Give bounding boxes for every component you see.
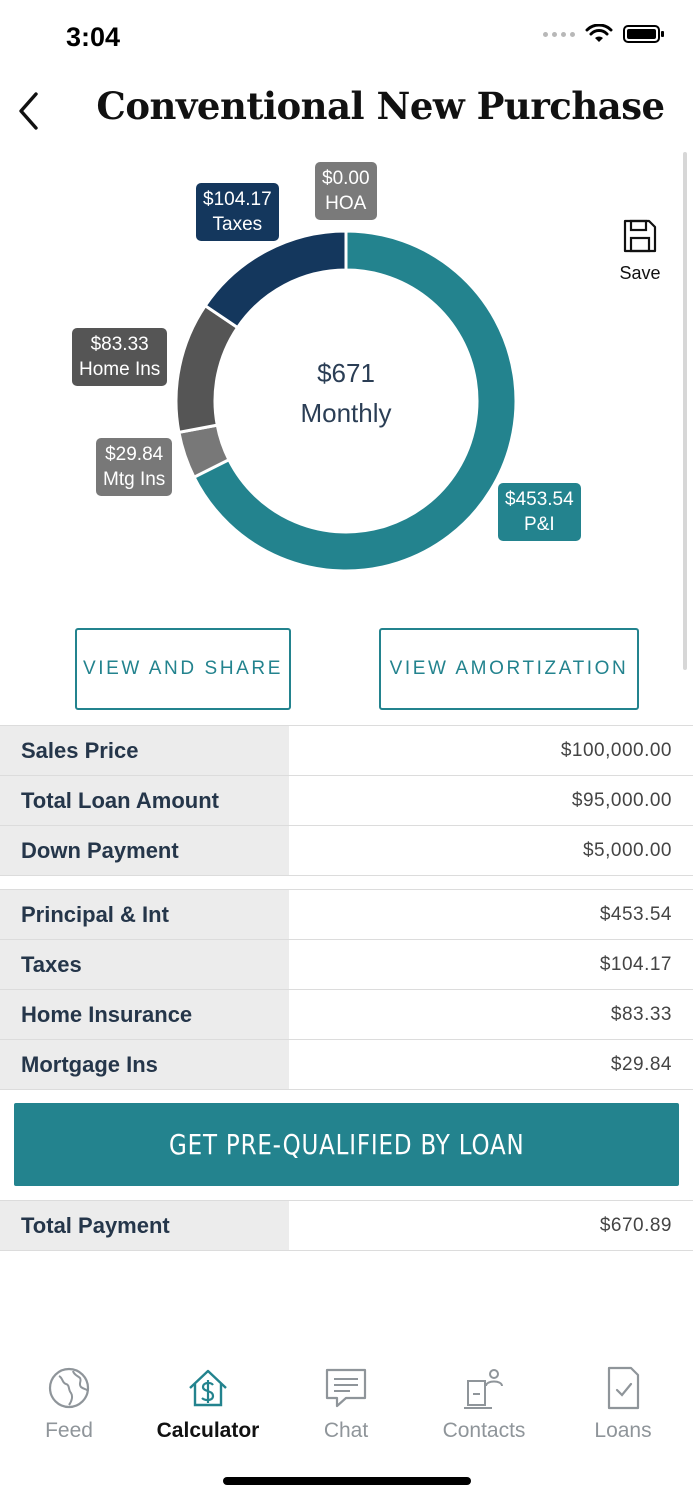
table-row: Sales Price $100,000.00 [0, 726, 693, 776]
table-row: Mortgage Ins $29.84 [0, 1040, 693, 1090]
total-payment-row: Total Payment $670.89 [0, 1201, 693, 1251]
slice-name: P&I [524, 514, 555, 535]
row-value: $104.17 [599, 953, 672, 975]
donut-center-amount: $671 [317, 358, 375, 388]
slice-amount: $0.00 [322, 168, 370, 189]
donut-slice-taxes [203, 229, 348, 330]
battery-icon [623, 25, 664, 43]
table-row: Home Insurance $83.33 [0, 990, 693, 1040]
divider [0, 725, 693, 726]
back-chevron-icon[interactable] [14, 88, 44, 134]
page-title: Conventional New Purchase [96, 84, 665, 128]
row-value: $670.89 [599, 1214, 672, 1236]
row-label: Down Payment [0, 826, 289, 875]
slice-label-taxes: $104.17 Taxes [196, 183, 279, 241]
row-label: Mortgage Ins [0, 1040, 289, 1089]
slice-amount: $453.54 [505, 489, 574, 510]
status-time: 3:04 [66, 22, 121, 52]
row-value: $83.33 [610, 1003, 672, 1025]
row-value: $29.84 [610, 1053, 672, 1075]
tab-label: Feed [45, 1419, 93, 1442]
table-row: Down Payment $5,000.00 [0, 826, 693, 876]
tab-label: Chat [323, 1419, 369, 1442]
document-check-icon [607, 1366, 640, 1410]
slice-label-mtg-ins: $29.84 Mtg Ins [96, 438, 173, 496]
slice-label-pi: $453.54 P&I [498, 483, 581, 541]
row-value: $100,000.00 [560, 739, 672, 761]
save-label: Save [619, 263, 661, 283]
table-row: Principal & Int $453.54 [0, 890, 693, 940]
signal-icon [543, 31, 575, 37]
slice-name: HOA [325, 193, 367, 214]
donut-slice-home-ins [174, 303, 240, 435]
scrollbar[interactable] [683, 152, 687, 670]
row-value: $453.54 [599, 903, 672, 925]
tab-label: Contacts [442, 1419, 526, 1442]
slice-name: Mtg Ins [103, 469, 166, 490]
tab-calculator[interactable]: Calculator [139, 1366, 277, 1443]
view-amortization-button[interactable]: VIEW AMORTIZATION [379, 628, 639, 710]
table-row: Taxes $104.17 [0, 940, 693, 990]
slice-name: Taxes [212, 214, 263, 235]
row-label: Sales Price [0, 726, 289, 775]
row-label: Total Payment [0, 1201, 289, 1250]
row-value: $5,000.00 [582, 839, 672, 861]
home-indicator[interactable] [223, 1477, 471, 1485]
floppy-disk-icon [623, 219, 657, 253]
slice-amount: $83.33 [90, 334, 149, 355]
divider [0, 889, 693, 890]
payment-donut-chart: $0.00 HOA $104.17 Taxes $83.33 Home Ins … [0, 140, 693, 610]
save-button[interactable]: Save [612, 218, 668, 284]
row-label: Principal & Int [0, 890, 289, 939]
tab-label: Calculator [156, 1419, 260, 1442]
tab-chat[interactable]: Chat [277, 1366, 415, 1443]
slice-label-hoa: $0.00 HOA [315, 162, 377, 220]
tab-label: Loans [594, 1419, 652, 1442]
view-and-share-button[interactable]: VIEW AND SHARE [75, 628, 291, 710]
get-pre-qualified-button[interactable]: GET PRE-QUALIFIED BY LOAN [14, 1103, 679, 1186]
globe-icon [48, 1367, 90, 1409]
status-icons [543, 24, 665, 44]
house-dollar-icon [189, 1369, 227, 1407]
table-row: Total Loan Amount $95,000.00 [0, 776, 693, 826]
row-label: Taxes [0, 940, 289, 989]
divider [0, 1200, 693, 1201]
row-label: Total Loan Amount [0, 776, 289, 825]
tab-contacts[interactable]: Contacts [415, 1366, 553, 1443]
slice-label-home-ins: $83.33 Home Ins [72, 328, 168, 386]
slice-amount: $104.17 [203, 189, 272, 210]
donut-slice-p-i [192, 229, 518, 573]
donut-center-label: Monthly [300, 398, 392, 428]
donut-svg [174, 229, 518, 573]
row-value: $95,000.00 [571, 789, 672, 811]
tab-loans[interactable]: Loans [554, 1366, 692, 1443]
wifi-icon [585, 24, 613, 42]
contacts-icon [464, 1369, 503, 1409]
chat-icon [325, 1368, 367, 1408]
cta-label: GET PRE-QUALIFIED BY LOAN [168, 1128, 525, 1161]
slice-name: Home Ins [79, 359, 161, 380]
slice-amount: $29.84 [105, 444, 164, 465]
tab-feed[interactable]: Feed [0, 1366, 138, 1443]
row-label: Home Insurance [0, 990, 289, 1039]
